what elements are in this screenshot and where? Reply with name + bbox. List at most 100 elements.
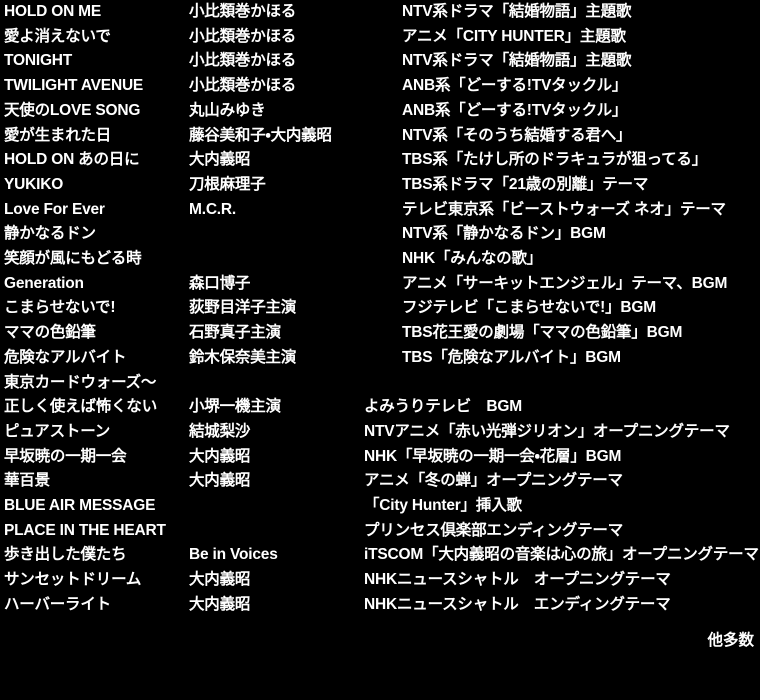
footnote-row: 他多数 [0,618,760,651]
work-usage: ANB系「どーする!TVタックル」 [402,77,628,95]
work-usage: ANB系「どーする!TVタックル」 [402,101,628,119]
table-row: ピュアストーン 結城梨沙 NTVアニメ「赤い光弾ジリオン」オープニングテーマ [0,420,760,445]
table-row: YUKIKO 刀根麻理子 TBS系ドラマ「21歳の別離」テーマ [0,173,760,198]
work-artist: 大内義昭 [189,571,251,589]
work-usage: NHK「早坂暁の一期一会・花層」BGM [364,447,622,465]
work-title: BLUE AIR MESSAGE [4,497,156,515]
work-artist: 大内義昭 [189,595,251,613]
work-title: 静かなるドン [4,225,96,243]
work-artist: 荻野目洋子主演 [189,299,297,317]
works-table-body: HOLD ON ME 小比類巻かほる NTV系ドラマ「結婚物語」主題歌 愛よ消えないで… [0,0,760,651]
work-usage: プリンセス倶楽部エンディングテーマ [364,521,624,539]
table-row: HOLD ON あの日に 大内義昭 TBS系「たけし所のドラキュラが狙ってる」 [0,148,760,173]
work-artist: 小比類巻かほる [189,52,297,70]
work-title: 危険なアルバイト [4,348,127,366]
work-artist: 大内義昭 [189,151,251,169]
work-title: PLACE IN THE HEART [4,521,166,539]
table-row: ママの色鉛筆 石野真子主演 TBS花王愛の劇場「ママの色鉛筆」BGM [0,321,760,346]
work-artist: 小比類巻かほる [189,77,297,95]
work-title: 愛よ消えないで [4,27,111,45]
work-artist [189,371,364,396]
work-artist: 大内義昭 [189,472,251,490]
table-row: 愛よ消えないで 小比類巻かほる アニメ「CITY HUNTER」主題歌 [0,25,760,50]
works-table: HOLD ON ME 小比類巻かほる NTV系ドラマ「結婚物語」主題歌 愛よ消えないで… [0,0,760,651]
work-usage: フジテレビ「こまらせないで!」BGM [402,299,656,317]
work-title: 東京カードウォーズ〜 [4,373,157,391]
table-row: TONIGHT 小比類巻かほる NTV系ドラマ「結婚物語」主題歌 [0,49,760,74]
work-title: 正しく使えば怖くない [4,398,158,416]
work-usage: NHKニュースシャトル エンディングテーマ [364,595,671,613]
work-usage: TBS「危険なアルバイト」BGM [402,348,621,366]
footnote-label: 他多数 [707,631,754,649]
work-artist [189,247,364,272]
work-title: サンセットドリーム [4,571,142,589]
table-row: 華百景 大内義昭 アニメ「冬の蝉」オープニングテーマ [0,469,760,494]
work-artist [189,494,364,519]
work-title: Love For Ever [4,200,105,218]
work-title: 笑顔が風にもどる時 [4,250,142,268]
work-title: ママの色鉛筆 [4,324,96,342]
table-row: 歩き出した僕たち Be in Voices iTSCOM「大内義昭の音楽は心の旅」オ… [0,543,760,568]
table-row: PLACE IN THE HEART プリンセス倶楽部エンディングテーマ [0,519,760,544]
work-usage: テレビ東京系「ビーストウォーズ ネオ」テーマ [402,200,726,218]
table-row: 東京カードウォーズ〜 [0,371,760,396]
table-row: 危険なアルバイト 鈴木保奈美主演 TBS「危険なアルバイト」BGM [0,346,760,371]
work-title: YUKIKO [4,175,64,193]
work-artist: 小比類巻かほる [189,27,297,45]
work-usage: NHK「みんなの歌」 [402,250,543,268]
work-title: 愛が生まれた日 [4,126,112,144]
table-row: こまらせないで! 荻野目洋子主演 フジテレビ「こまらせないで!」BGM [0,296,760,321]
work-title: Generation [4,274,84,292]
work-usage: アニメ「CITY HUNTER」主題歌 [402,27,626,45]
work-title: ハーバーライト [4,595,111,613]
table-row: ハーバーライト 大内義昭 NHKニュースシャトル エンディングテーマ [0,593,760,618]
work-title: 早坂暁の一期一会 [4,447,127,465]
work-artist: M.C.R. [189,200,237,218]
work-usage: NTVアニメ「赤い光弾ジリオン」オープニングテーマ [364,422,730,440]
work-artist: 丸山みゆき [189,101,266,119]
work-artist: 森口博子 [189,274,251,292]
table-row: 正しく使えば怖くない 小堺一機主演 よみうりテレビ BGM [0,395,760,420]
work-usage: NHKニュースシャトル オープニングテーマ [364,571,671,589]
work-usage: iTSCOM「大内義昭の音楽は心の旅」オープニングテーマ [364,546,759,564]
work-artist: 小比類巻かほる [189,3,297,20]
work-artist [189,519,364,544]
table-row: 笑顔が風にもどる時 NHK「みんなの歌」 [0,247,760,272]
work-artist: 藤谷美和子・大内義昭 [189,126,332,144]
work-usage: TBS花王愛の劇場「ママの色鉛筆」BGM [402,324,683,342]
work-title: TONIGHT [4,52,73,70]
work-artist: 鈴木保奈美主演 [189,348,297,366]
work-usage: NTV系ドラマ「結婚物語」主題歌 [402,52,632,70]
work-usage: よみうりテレビ BGM [364,398,522,416]
work-artist: 刀根麻理子 [189,175,266,193]
work-usage: アニメ「冬の蝉」オープニングテーマ [364,472,623,490]
work-title: TWILIGHT AVENUE [4,77,144,95]
table-row: 愛が生まれた日 藤谷美和子・大内義昭 NTV系「そのうち結婚する君へ」 [0,124,760,149]
work-artist: 結城梨沙 [189,422,251,440]
table-row: BLUE AIR MESSAGE 「City Hunter」挿入歌 [0,494,760,519]
work-usage: NTV系「そのうち結婚する君へ」 [402,126,632,144]
table-row: Love For Ever M.C.R. テレビ東京系「ビーストウォーズ ネオ」テー… [0,198,760,223]
work-title: ピュアストーン [4,422,111,440]
table-row: HOLD ON ME 小比類巻かほる NTV系ドラマ「結婚物語」主題歌 [0,0,760,25]
work-usage: NTV系ドラマ「結婚物語」主題歌 [402,3,632,20]
table-row: 静かなるドン NTV系「静かなるドン」BGM [0,222,760,247]
work-title: HOLD ON あの日に [4,151,140,169]
work-artist: Be in Voices [189,546,278,564]
table-row: サンセットドリーム 大内義昭 NHKニュースシャトル オープニングテーマ [0,568,760,593]
work-usage [364,371,760,396]
table-row: TWILIGHT AVENUE 小比類巻かほる ANB系「どーする!TVタックル」 [0,74,760,99]
work-usage: TBS系ドラマ「21歳の別離」テーマ [402,175,649,193]
work-usage: NTV系「静かなるドン」BGM [402,225,606,243]
table-row: Generation 森口博子 アニメ「サーキットエンジェル」テーマ、BGM [0,272,760,297]
work-usage: 「City Hunter」挿入歌 [364,497,522,515]
work-title: こまらせないで! [4,299,116,317]
work-artist [189,222,364,247]
work-title: 歩き出した僕たち [4,546,127,564]
table-row: 天使のLOVE SONG 丸山みゆき ANB系「どーする!TVタックル」 [0,99,760,124]
work-usage: アニメ「サーキットエンジェル」テーマ、BGM [402,274,728,292]
work-artist: 石野真子主演 [189,324,281,342]
work-artist: 大内義昭 [189,447,251,465]
table-row: 早坂暁の一期一会 大内義昭 NHK「早坂暁の一期一会・花層」BGM [0,445,760,470]
